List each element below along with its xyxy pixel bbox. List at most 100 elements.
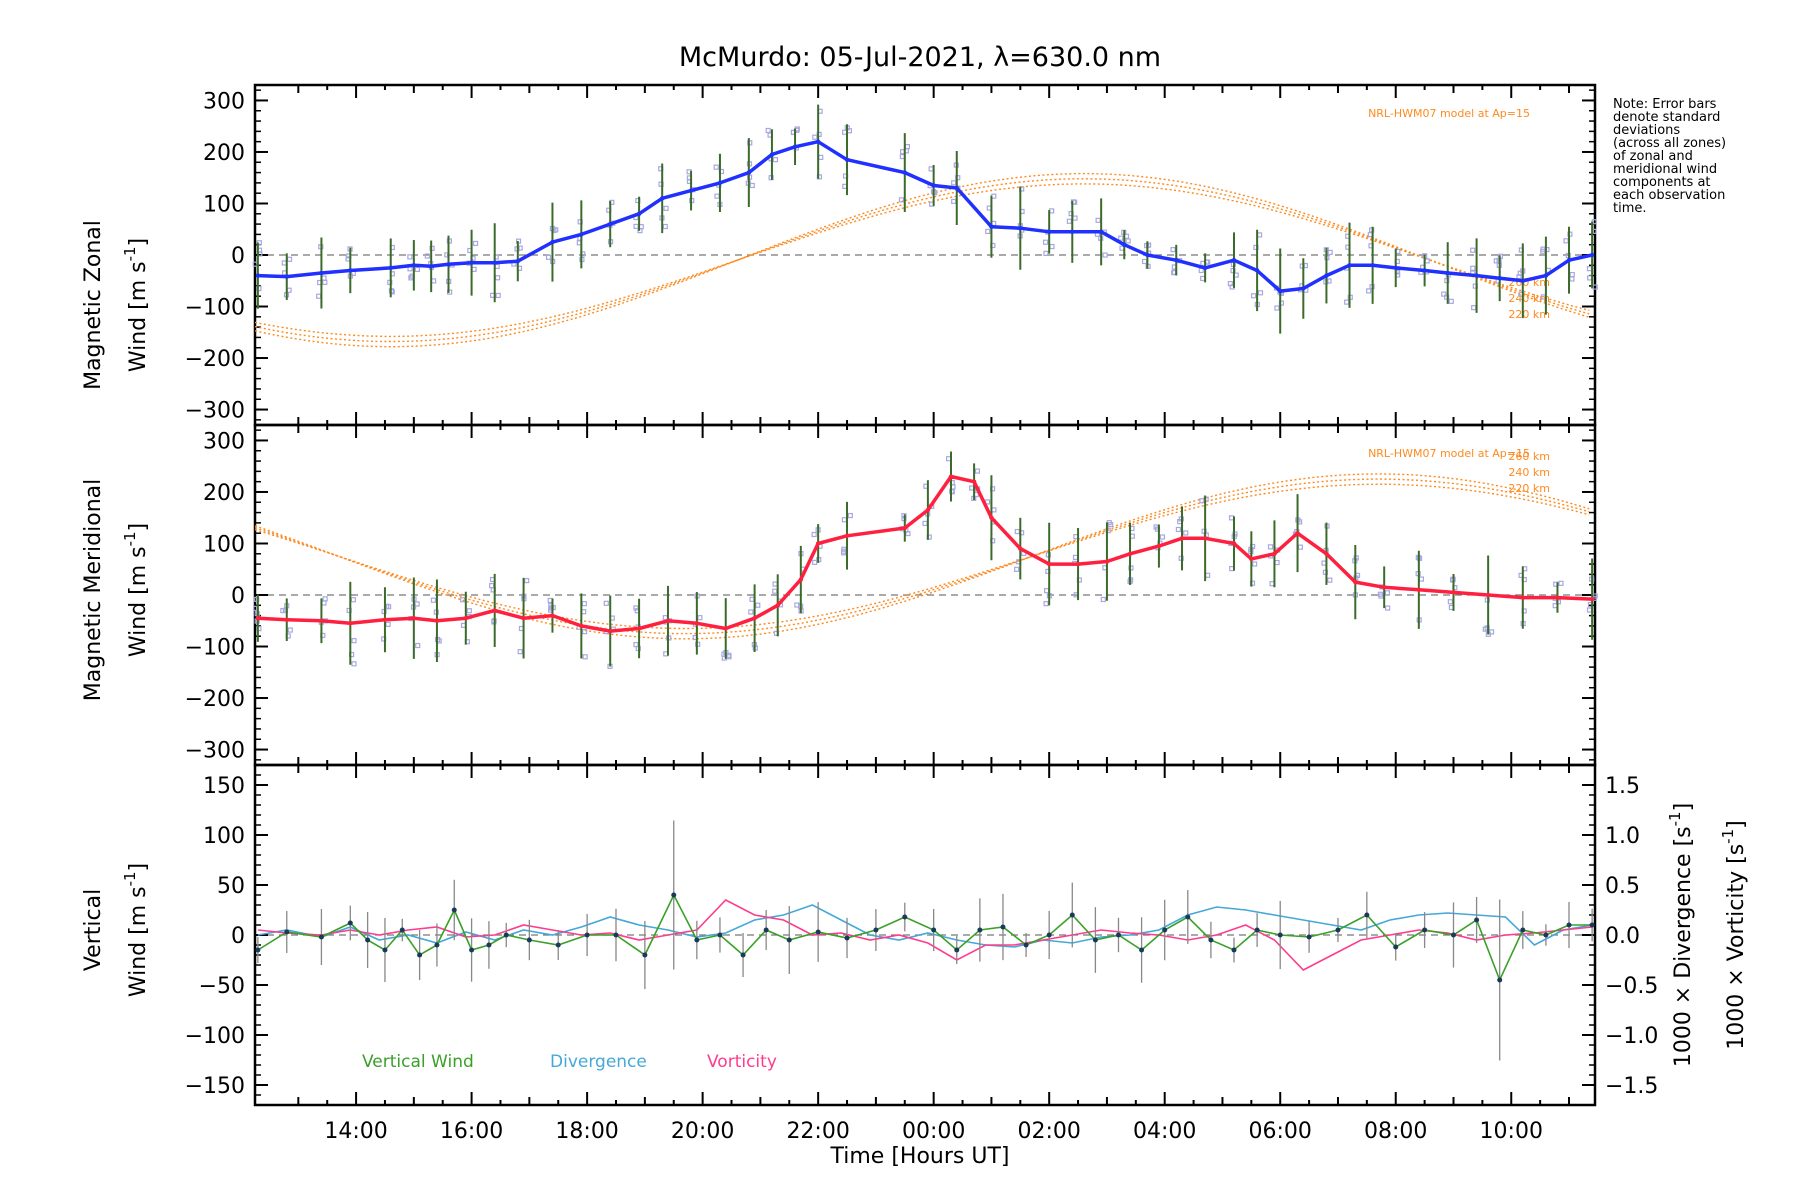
zonal-wind-point xyxy=(388,265,393,271)
vertical-wind-point xyxy=(434,942,440,948)
zone-point xyxy=(755,602,761,608)
zone-point xyxy=(321,275,327,281)
meridional-wind-point xyxy=(815,541,821,546)
zone-point xyxy=(1418,576,1425,582)
zonal-y-unit: [m s xyxy=(126,261,151,309)
zonal-y-unit-close: ] xyxy=(126,238,151,247)
y-tick-label: −300 xyxy=(185,739,245,764)
zonal-wind-point xyxy=(902,170,907,175)
zone-point xyxy=(899,153,905,160)
note-line: time. xyxy=(1613,201,1647,216)
y-tick-label: 200 xyxy=(203,481,245,506)
zone-point xyxy=(1118,235,1124,241)
meridional-wind-point xyxy=(1295,530,1300,536)
zone-point xyxy=(633,223,639,229)
zone-point xyxy=(1228,515,1235,521)
zone-point xyxy=(1072,554,1079,561)
meridional-y-axis-label: Magnetic Meridional Wind [m s-1] xyxy=(81,479,151,701)
vertical-wind-point xyxy=(1364,912,1370,918)
zone-point xyxy=(430,278,437,284)
zone-point xyxy=(812,559,818,565)
vertical-y-unit-close: ] xyxy=(126,863,151,872)
zonal-wind-line xyxy=(257,139,1593,293)
vertical-wind-point xyxy=(1000,924,1006,930)
note-line: (across all zones) xyxy=(1613,136,1726,151)
zonal-wind-point xyxy=(515,258,521,264)
vertical-wind-point xyxy=(1023,942,1029,948)
vertical-wind-point xyxy=(318,934,324,940)
meridional-wind-point xyxy=(382,617,388,622)
model-curve xyxy=(254,183,1590,338)
zone-point xyxy=(1198,267,1204,274)
zone-point xyxy=(495,292,501,299)
zone-point xyxy=(553,227,559,233)
zone-point xyxy=(1586,607,1593,613)
zone-point xyxy=(726,652,732,658)
zone-point xyxy=(772,581,778,587)
zonal-wind-point xyxy=(1393,265,1398,271)
note-line: of zonal and xyxy=(1613,149,1693,164)
zone-point xyxy=(350,597,356,603)
meridional-wind-point xyxy=(608,628,613,634)
y-tick-label: 300 xyxy=(203,89,245,114)
vertical-wind-point xyxy=(1254,927,1260,933)
zonal-wind-point xyxy=(1231,257,1237,263)
zonal-wind-point xyxy=(469,260,474,265)
zone-point xyxy=(1377,591,1384,597)
zone-point xyxy=(407,254,413,260)
zonal-y-label-wind: Wind xyxy=(126,317,151,372)
zone-point xyxy=(603,600,609,606)
zone-point xyxy=(1141,258,1148,265)
zonal-wind-point xyxy=(1098,229,1104,235)
zone-point xyxy=(974,468,981,474)
zone-point xyxy=(1563,238,1569,244)
vertical-wind-point xyxy=(255,947,261,953)
divergence-axis-text: 1000 × Divergence [s-1] xyxy=(1666,803,1696,1067)
zonal-wind-point xyxy=(428,264,434,269)
zonal-wind-point xyxy=(1324,273,1329,278)
vertical-wind-point xyxy=(365,937,371,943)
zone-point xyxy=(489,582,495,589)
zonal-wind-point xyxy=(1202,265,1208,271)
zone-point xyxy=(1100,596,1106,603)
zonal-wind-point xyxy=(1122,242,1127,247)
zone-point xyxy=(1493,258,1499,264)
meridional-wind-point xyxy=(463,615,469,621)
vorticity-label: 1000 × Vorticity [s xyxy=(1724,844,1749,1050)
zone-point xyxy=(414,266,420,273)
zone-point xyxy=(1049,208,1055,214)
meridional-wind-point xyxy=(1555,595,1560,600)
meridional-wind-point xyxy=(1075,561,1081,567)
meridional-wind-point xyxy=(411,615,417,621)
zone-point xyxy=(1043,588,1050,594)
zone-point xyxy=(1447,599,1453,605)
divergence-axis-label: 1000 × Divergence [s-1] xyxy=(1666,803,1696,1067)
zone-point xyxy=(1569,276,1575,282)
meridional-wind-point xyxy=(1249,556,1254,562)
vertical-wind-point xyxy=(1543,932,1549,938)
zone-point xyxy=(471,266,477,272)
x-tick-label: 04:00 xyxy=(1133,1119,1196,1144)
zone-point xyxy=(1014,566,1020,572)
zone-point xyxy=(1170,246,1176,253)
zone-point xyxy=(545,254,552,260)
zonal-wind-point xyxy=(1145,252,1150,258)
meridional-wind-point xyxy=(284,617,289,622)
vertical-wind-point xyxy=(1393,944,1399,950)
zone-point xyxy=(1042,239,1049,245)
zonal-wind-point xyxy=(636,211,642,216)
zonal-wind-point xyxy=(1497,275,1502,281)
note-line: meridional wind xyxy=(1613,162,1717,177)
zone-point xyxy=(1072,215,1078,221)
zone-point xyxy=(1199,498,1205,504)
zonal-wind-point xyxy=(1018,226,1023,231)
model-curve xyxy=(254,178,1590,343)
vertical-wind-point xyxy=(1520,927,1526,933)
vertical-y-unit-exp: -1 xyxy=(121,871,139,886)
meridional-wind-point xyxy=(1127,551,1133,556)
meridional-wind-point xyxy=(434,618,440,623)
zonal-wind-point xyxy=(989,224,994,229)
zone-point xyxy=(811,531,817,538)
y-tick-label: 200 xyxy=(203,141,245,166)
plot-frame xyxy=(253,83,1597,427)
